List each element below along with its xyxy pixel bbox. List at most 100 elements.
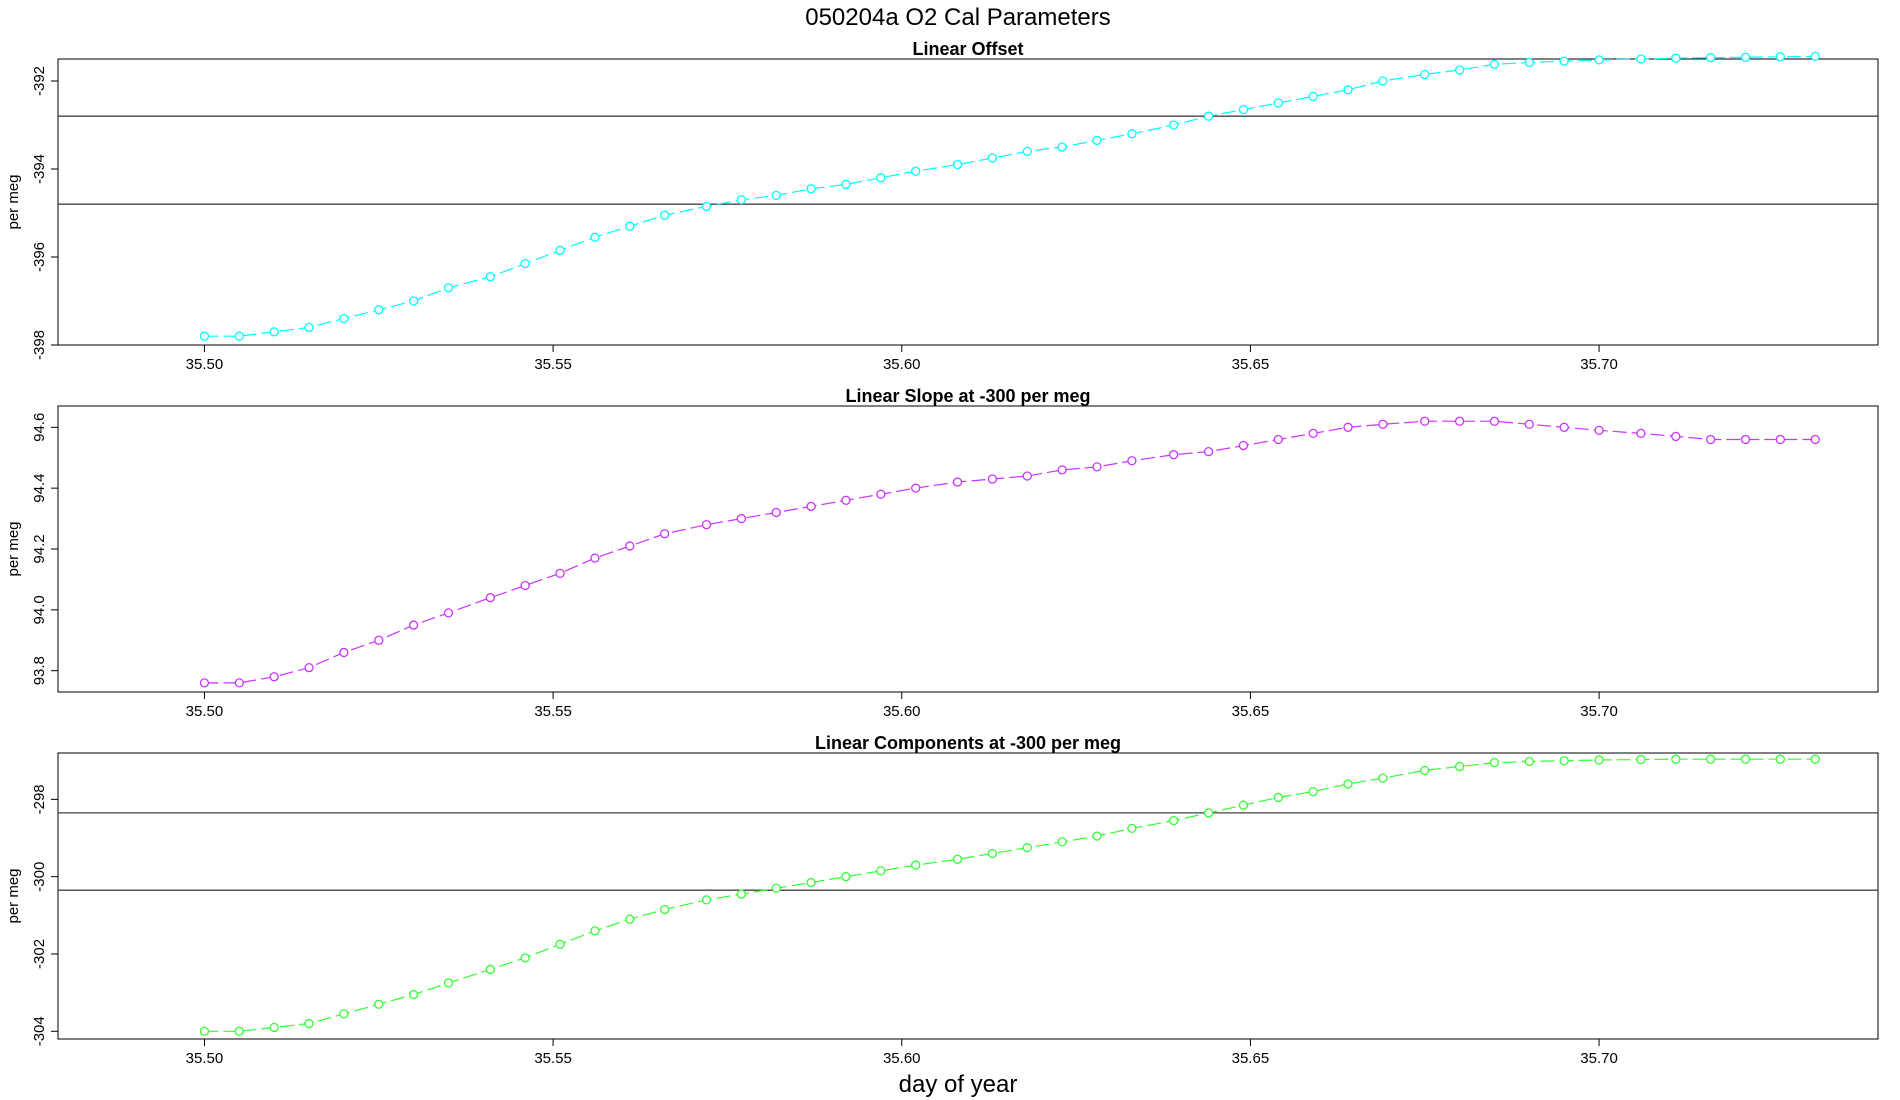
data-point — [1671, 754, 1681, 764]
data-point — [1343, 779, 1353, 789]
data-point — [269, 327, 279, 337]
data-point — [876, 173, 886, 183]
data-point — [1454, 65, 1465, 75]
data-point — [806, 184, 816, 194]
data-point — [1057, 465, 1067, 475]
data-point — [1378, 773, 1388, 783]
data-point — [1594, 425, 1604, 435]
data-point — [1022, 471, 1032, 481]
x-tick-label: 35.50 — [186, 1050, 224, 1067]
y-tick-label: 94.6 — [31, 413, 48, 442]
data-point — [841, 495, 851, 505]
data-point — [520, 580, 530, 591]
plot-frame — [57, 58, 1879, 346]
data-point — [1420, 765, 1430, 776]
data-point — [408, 989, 419, 1000]
data-point — [841, 179, 851, 190]
data-point — [1203, 111, 1214, 121]
data-point — [1273, 434, 1283, 445]
x-tick-label: 35.50 — [186, 703, 224, 720]
data-point — [1092, 135, 1102, 146]
data-point — [771, 507, 781, 518]
data-point — [625, 914, 635, 924]
data-point — [590, 926, 600, 936]
data-point — [1636, 54, 1646, 64]
data-point — [1169, 815, 1179, 826]
data-point — [1343, 85, 1353, 95]
y-tick-label: -302 — [31, 939, 48, 969]
data-point — [590, 553, 600, 563]
data-point — [1705, 434, 1716, 445]
x-tick-label: 35.50 — [186, 356, 224, 373]
x-tick-label: 35.65 — [1232, 1050, 1270, 1067]
x-tick-label: 35.55 — [534, 703, 572, 720]
data-point — [1454, 761, 1465, 772]
x-tick-label: 35.65 — [1232, 356, 1270, 373]
data-point — [1238, 104, 1249, 115]
data-point — [555, 245, 565, 256]
data-point — [1420, 416, 1430, 426]
data-point — [660, 904, 670, 915]
data-point — [1127, 129, 1137, 139]
data-point — [1559, 756, 1569, 766]
x-tick-label: 35.60 — [883, 703, 921, 720]
data-point — [1636, 428, 1646, 439]
data-point — [199, 678, 210, 688]
data-point — [408, 296, 419, 306]
data-point — [234, 1026, 244, 1036]
chart-panel-3: Linear Components at -300 per meg 35.50 35… — [5, 733, 1879, 1067]
x-tick-label: 35.60 — [883, 1050, 921, 1067]
data-point — [1057, 837, 1067, 847]
data-point — [1524, 57, 1534, 68]
y-tick-label: -304 — [31, 1016, 48, 1046]
data-point — [304, 663, 314, 673]
y-tick-label: -396 — [31, 242, 48, 272]
data-point — [701, 520, 712, 530]
data-point — [1092, 462, 1102, 472]
data-point — [1273, 792, 1283, 803]
data-point — [841, 872, 851, 882]
data-point — [485, 964, 495, 975]
y-tick-label: 94.0 — [31, 595, 48, 624]
data-point — [1671, 431, 1681, 442]
data-point — [987, 474, 998, 484]
data-point — [736, 195, 747, 205]
data-point — [952, 854, 963, 864]
x-tick-label: 35.60 — [883, 356, 921, 373]
data-point — [1308, 91, 1318, 102]
data-point — [1705, 53, 1716, 63]
x-tick-label: 35.70 — [1580, 703, 1618, 720]
data-point — [911, 166, 921, 176]
data-point — [1705, 754, 1716, 764]
data-point — [625, 541, 635, 551]
y-tick-label: -398 — [31, 330, 48, 360]
data-point — [736, 513, 747, 524]
data-point — [339, 313, 349, 324]
data-point — [555, 939, 565, 949]
data-point — [771, 190, 781, 201]
data-point — [339, 647, 349, 658]
data-point — [1489, 59, 1500, 69]
data-point — [1524, 756, 1534, 767]
data-point — [1308, 786, 1318, 797]
data-point — [1775, 434, 1786, 445]
data-point — [1810, 51, 1820, 62]
y-tick-label: -392 — [31, 66, 48, 96]
data-point — [876, 866, 886, 876]
data-point — [1169, 120, 1179, 130]
data-point — [374, 635, 384, 645]
data-point — [987, 153, 998, 163]
chart-panel-2: Linear Slope at -300 per meg 35.50 35.55 35… — [5, 386, 1879, 720]
data-point — [304, 1018, 314, 1029]
data-point — [1343, 422, 1353, 432]
data-point — [1169, 450, 1179, 460]
plot-frame — [57, 752, 1879, 1040]
panel-title: Linear Slope at -300 per meg — [845, 386, 1090, 406]
data-point — [1308, 428, 1318, 439]
data-point — [443, 283, 454, 293]
data-point — [443, 608, 454, 618]
y-tick-label: -394 — [31, 154, 48, 184]
data-point — [1238, 440, 1249, 451]
x-axis-label: day of year — [899, 1071, 1018, 1098]
